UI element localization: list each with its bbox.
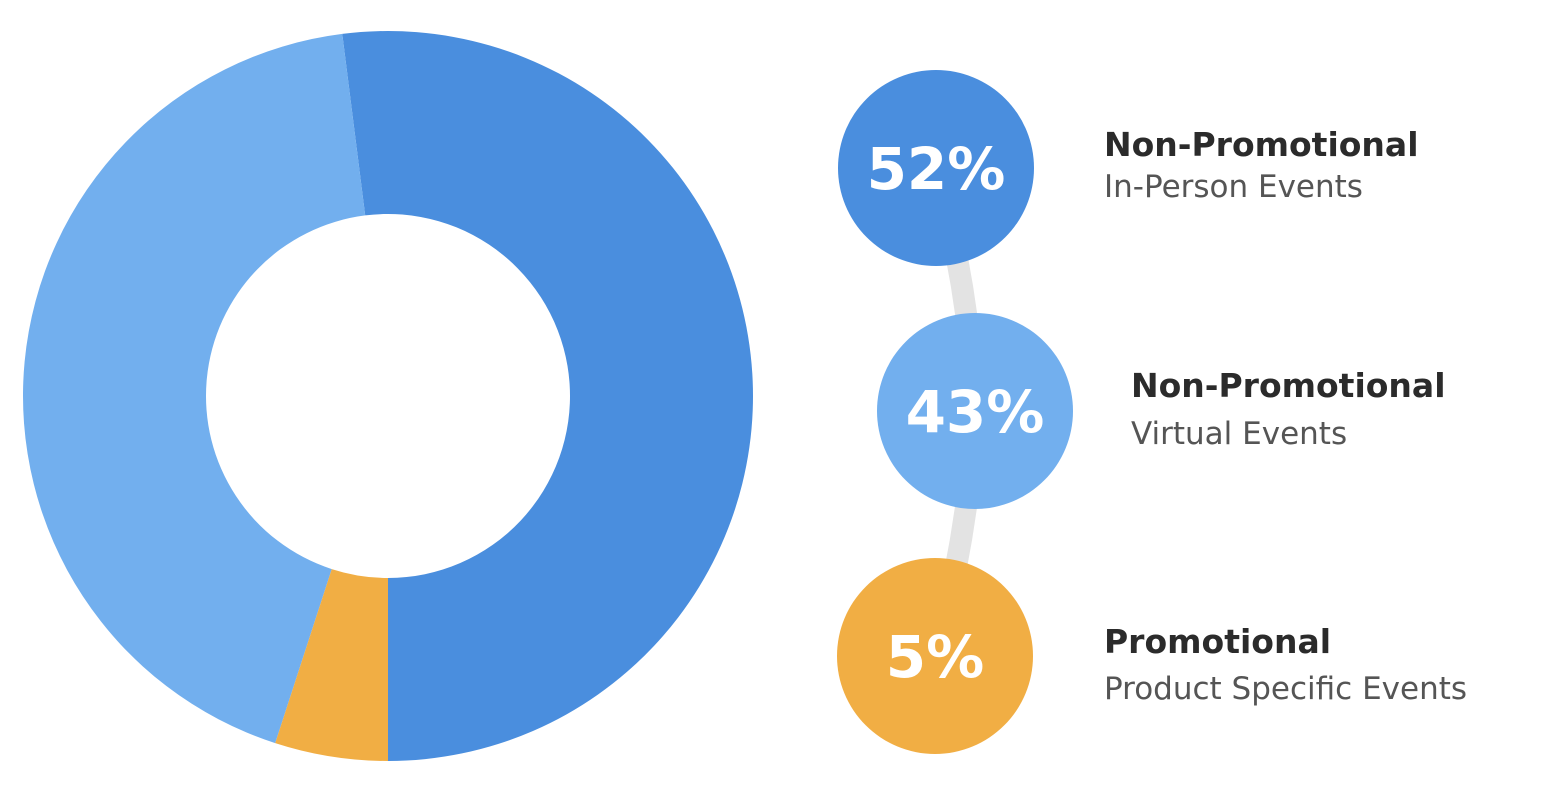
legend-title-1: Non-Promotional [1131, 366, 1446, 405]
legend-bubble-2 [837, 558, 1033, 754]
donut-slice-1 [22, 33, 366, 744]
legend-bubble-1 [877, 313, 1073, 509]
legend-title-2: Promotional [1104, 622, 1332, 661]
legend-subtitle-2: Product Specific Events [1104, 671, 1468, 707]
legend-bubbles: 52% 43% 5% [837, 70, 1073, 754]
legend-bubble-value-0: 52% [867, 135, 1006, 203]
legend-title-0: Non-Promotional [1104, 125, 1419, 164]
donut-slices [22, 31, 753, 761]
legend-bubble-value-2: 5% [886, 623, 984, 691]
legend-bubble-0 [838, 70, 1034, 266]
legend-bubble-value-1: 43% [906, 378, 1045, 446]
donut-slice-0 [342, 31, 753, 761]
legend-subtitle-1: Virtual Events [1131, 416, 1348, 452]
donut-slice-2 [275, 569, 388, 761]
legend-subtitle-0: In-Person Events [1104, 169, 1363, 205]
